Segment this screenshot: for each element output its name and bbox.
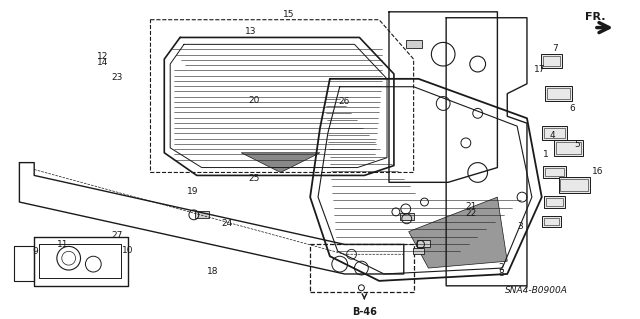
Text: B-46: B-46 — [352, 308, 377, 317]
Bar — [541, 216, 561, 227]
Bar — [545, 167, 564, 176]
Text: 25: 25 — [248, 174, 259, 183]
Bar — [561, 179, 588, 191]
Text: 7: 7 — [552, 44, 557, 53]
Text: 27: 27 — [111, 231, 123, 240]
Bar — [413, 249, 424, 254]
Text: 16: 16 — [592, 167, 604, 176]
Text: 24: 24 — [221, 219, 232, 228]
Bar — [545, 86, 572, 100]
Text: 4: 4 — [549, 131, 555, 140]
Text: 13: 13 — [245, 27, 257, 36]
Text: 17: 17 — [534, 65, 545, 74]
Polygon shape — [241, 153, 320, 173]
Text: 2: 2 — [499, 263, 504, 272]
Bar — [543, 166, 566, 178]
Bar — [559, 177, 590, 193]
Text: 18: 18 — [207, 266, 218, 276]
Bar — [541, 54, 563, 68]
Bar — [554, 140, 583, 156]
Text: FR.: FR. — [585, 12, 605, 22]
Text: 11: 11 — [57, 240, 68, 249]
Text: 14: 14 — [97, 58, 108, 67]
Text: 19: 19 — [187, 187, 198, 196]
Bar — [546, 198, 563, 206]
Text: 15: 15 — [283, 10, 294, 19]
Bar — [541, 126, 568, 140]
Text: 20: 20 — [248, 96, 259, 105]
Bar — [544, 128, 565, 138]
Text: 3: 3 — [518, 222, 524, 231]
Text: 9: 9 — [32, 247, 38, 256]
Text: 10: 10 — [122, 246, 133, 256]
Bar — [417, 241, 430, 247]
Bar — [310, 244, 413, 292]
Text: 23: 23 — [111, 73, 123, 83]
Text: 22: 22 — [466, 209, 477, 218]
Text: SNA4-B0900A: SNA4-B0900A — [506, 286, 568, 295]
Bar — [400, 213, 413, 220]
Bar — [543, 56, 561, 66]
Text: 5: 5 — [575, 140, 580, 149]
Text: 12: 12 — [97, 52, 108, 61]
Polygon shape — [409, 197, 508, 268]
Bar — [195, 211, 209, 218]
Text: 6: 6 — [570, 104, 575, 113]
Bar — [544, 196, 565, 208]
Bar — [556, 142, 581, 154]
Bar — [406, 41, 422, 48]
Text: 1: 1 — [543, 150, 548, 159]
Text: 26: 26 — [339, 97, 349, 106]
Bar — [547, 88, 570, 99]
Bar — [544, 218, 559, 225]
Text: 21: 21 — [466, 202, 477, 211]
Text: 8: 8 — [499, 269, 504, 278]
